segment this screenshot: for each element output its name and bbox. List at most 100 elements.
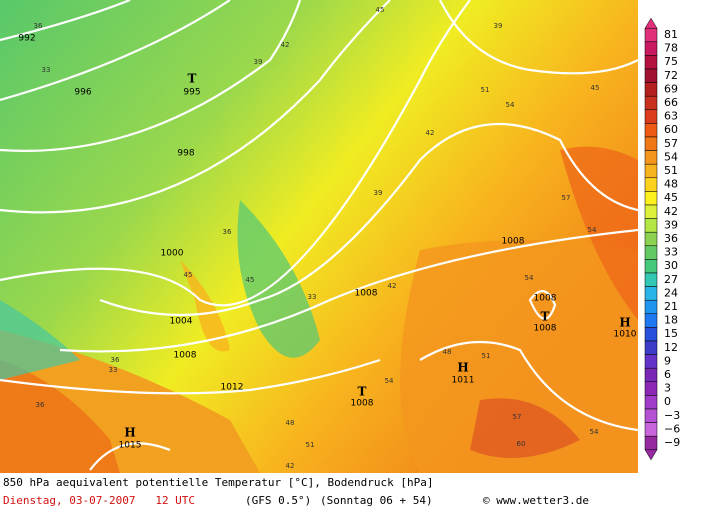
colorbar-label: 30 xyxy=(664,259,678,272)
temperature-label: 57 xyxy=(513,413,522,421)
pressure-label: 996 xyxy=(74,88,91,98)
temperature-label: 48 xyxy=(286,419,295,427)
temperature-label: 42 xyxy=(286,462,295,470)
pressure-label: 1012 xyxy=(221,383,244,393)
colorbar-cell xyxy=(644,123,658,138)
pressure-label: 1008 xyxy=(534,324,557,334)
pressure-label: 1008 xyxy=(534,294,557,304)
temperature-label: 36 xyxy=(223,228,232,236)
colorbar-cell xyxy=(644,41,658,56)
colorbar-label: 54 xyxy=(664,150,678,163)
colorbar-label: 81 xyxy=(664,28,678,41)
temperature-label: 33 xyxy=(42,66,51,74)
colorbar-label: 15 xyxy=(664,327,678,340)
pressure-label: 1015 xyxy=(119,441,142,451)
temperature-label: 54 xyxy=(588,226,597,234)
colorbar-cell xyxy=(644,299,658,315)
colorbar-label: 27 xyxy=(664,273,678,286)
colorbar-label: 45 xyxy=(664,191,678,204)
low-center: T xyxy=(541,310,550,324)
colorbar-cell xyxy=(644,367,658,383)
low-center: T xyxy=(188,72,197,86)
colorbar-cell xyxy=(644,82,658,97)
colorbar-cell xyxy=(644,68,658,83)
pressure-label: 1008 xyxy=(502,237,525,247)
colorbar-cell xyxy=(644,109,658,124)
temperature-label: 51 xyxy=(481,86,490,94)
map xyxy=(0,0,639,473)
high-center: H xyxy=(619,316,630,330)
colorbar-cell xyxy=(644,435,658,451)
temperature-label: 36 xyxy=(36,401,45,409)
temperature-label: 36 xyxy=(111,356,120,364)
colorbar-cell xyxy=(644,163,658,179)
colorbar-label: −9 xyxy=(664,436,680,449)
colorbar-label: 66 xyxy=(664,96,678,109)
high-center: H xyxy=(124,426,135,440)
temperature-label: 45 xyxy=(376,6,385,14)
temperature-label: 48 xyxy=(443,348,452,356)
colorbar-label: 9 xyxy=(664,354,671,367)
colorbar-cell xyxy=(644,218,658,233)
colorbar-cell xyxy=(644,286,658,301)
colorbar-cell xyxy=(644,408,658,423)
temperature-label: 60 xyxy=(517,440,526,448)
colorbar-label: 57 xyxy=(664,137,678,150)
colorbar-label: 72 xyxy=(664,69,678,82)
colorbar-label: 42 xyxy=(664,205,678,218)
colorbar-cell xyxy=(644,177,658,192)
temperature-label: 45 xyxy=(246,276,255,284)
temperature-label: 54 xyxy=(525,274,534,282)
colorbar-cell xyxy=(644,245,658,260)
colorbar-label: 39 xyxy=(664,218,678,231)
colorbar-cell xyxy=(644,259,658,274)
colorbar-cell xyxy=(644,55,658,70)
temperature-label: 39 xyxy=(494,22,503,30)
colorbar-label: 24 xyxy=(664,286,678,299)
colorbar-label: 21 xyxy=(664,300,678,313)
colorbar-cell xyxy=(644,354,658,369)
pressure-label: 1008 xyxy=(355,289,378,299)
temperature-label: 42 xyxy=(281,41,290,49)
temperature-label: 54 xyxy=(506,101,515,109)
colorbar-cell xyxy=(644,272,658,287)
low-center: T xyxy=(358,385,367,399)
colorbar-label: 36 xyxy=(664,232,678,245)
colorbar-cell xyxy=(644,231,658,247)
colorbar-cell xyxy=(644,95,658,111)
colorbar-label: 0 xyxy=(664,395,671,408)
pressure-label: 1008 xyxy=(174,351,197,361)
pressure-label: 1000 xyxy=(161,249,184,259)
colorbar-cell xyxy=(644,313,658,328)
colorbar-cell xyxy=(644,422,658,437)
temperature-label: 45 xyxy=(184,271,193,279)
colorbar-cell xyxy=(644,27,658,43)
colorbar: 8178757269666360575451484542393633302724… xyxy=(644,17,680,461)
temperature-label: 36 xyxy=(34,22,43,30)
temperature-label: 39 xyxy=(374,189,383,197)
colorbar-arrow-top xyxy=(644,17,658,29)
colorbar-label: 69 xyxy=(664,82,678,95)
footer-title: 850 hPa aequivalent potentielle Temperat… xyxy=(3,476,433,489)
colorbar-cell xyxy=(644,327,658,342)
footer-run: (Sonntag 06 + 54) xyxy=(320,494,433,507)
temperature-label: 54 xyxy=(385,377,394,385)
temperature-labels: 36 33 39 42 45 39 42 51 54 45 57 54 39 36 45 33 42 54 51 48… xyxy=(34,6,600,470)
colorbar-cell xyxy=(644,150,658,165)
colorbar-cell xyxy=(644,204,658,219)
temperature-label: 54 xyxy=(590,428,599,436)
colorbar-cell xyxy=(644,381,658,396)
colorbar-label: 18 xyxy=(664,314,678,327)
pressure-label: 1011 xyxy=(452,376,475,386)
pressure-label: 995 xyxy=(183,88,200,98)
colorbar-label: 48 xyxy=(664,178,678,191)
colorbar-arrow-bottom xyxy=(644,449,658,461)
pressure-label: 998 xyxy=(177,149,194,159)
colorbar-label: 12 xyxy=(664,341,678,354)
temperature-label: 42 xyxy=(388,282,397,290)
footer-credit: © www.wetter3.de xyxy=(483,494,589,507)
temperature-label: 45 xyxy=(591,84,600,92)
footer-model: (GFS 0.5°) xyxy=(245,494,311,507)
footer-bg xyxy=(0,473,638,513)
temperature-label: 51 xyxy=(306,441,315,449)
